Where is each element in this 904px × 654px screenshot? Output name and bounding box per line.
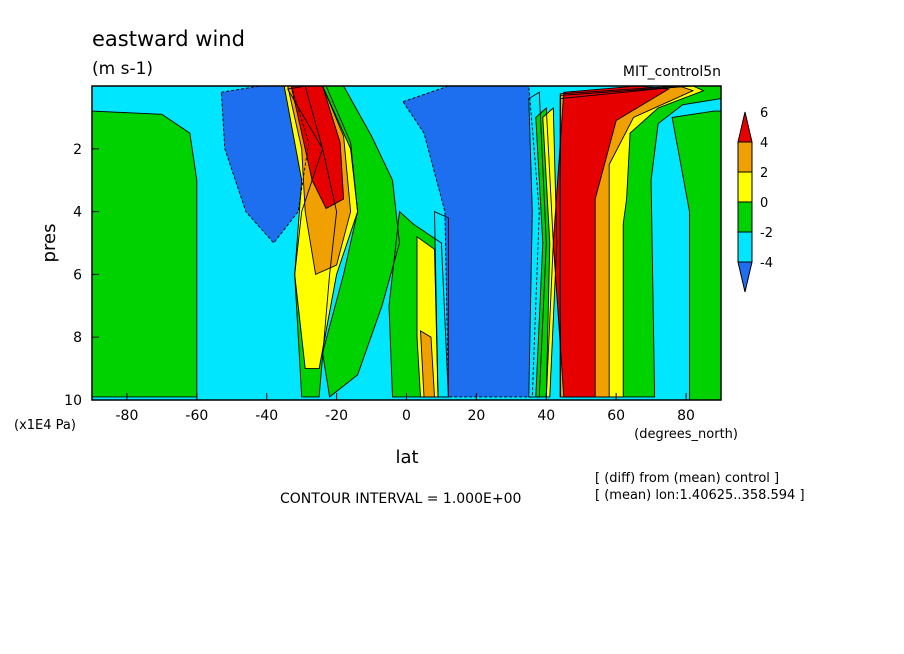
mean-note: [ (mean) lon:1.40625..358.594 ]	[595, 488, 805, 503]
x-tick-label: 20	[467, 408, 485, 424]
colorbar-label: 4	[760, 136, 768, 151]
contour-line-4	[283, 86, 359, 370]
colorbar-label: 2	[760, 166, 768, 181]
chart-title: eastward wind	[92, 27, 245, 51]
x-tick-label: 60	[607, 408, 625, 424]
plot-area	[92, 86, 721, 400]
x-tick-label: 80	[677, 408, 695, 424]
wind-region-2	[221, 86, 309, 243]
colorbar-swatch	[737, 201, 753, 233]
wind-region-7	[322, 86, 400, 397]
diff-note: [ (diff) from (mean) control ]	[595, 471, 779, 486]
contour-line-7	[322, 86, 400, 398]
wind-region-11	[434, 211, 449, 397]
colorbar-swatch	[737, 231, 753, 263]
colorbar-swatch	[737, 111, 753, 143]
run-label: MIT_control5n	[623, 64, 721, 80]
y-tick-label: 10	[64, 393, 82, 409]
x-axis-label: lat	[395, 447, 418, 468]
contour-interval-note: CONTOUR INTERVAL = 1.000E+00	[280, 491, 521, 507]
y-tick-label: 6	[73, 267, 82, 283]
colorbar-swatch	[737, 171, 753, 203]
y-axis: 2 4 6 8 10	[64, 142, 99, 409]
contour-line-2	[220, 86, 310, 244]
colorbar-label: 6	[760, 106, 768, 121]
colorbar-label: -2	[760, 226, 773, 241]
x-tick-label: 40	[537, 408, 555, 424]
colorbar-label: -4	[760, 256, 773, 271]
colorbar-swatch	[737, 141, 753, 173]
colorbar-swatch	[737, 261, 753, 293]
x-tick-label: 0	[402, 408, 411, 424]
x-tick-label: -40	[255, 408, 278, 424]
contour-line-6	[290, 86, 345, 210]
colorbar-label: 0	[760, 196, 768, 211]
y-axis-label: pres	[39, 224, 60, 263]
x-axis-units: (degrees_north)	[634, 427, 738, 442]
contour-line-0	[92, 110, 198, 398]
x-tick-label: -20	[325, 408, 348, 424]
x-axis: -80 -60 -40 -20 0 20 40 60 80	[116, 393, 695, 424]
contour-line-10	[420, 330, 435, 398]
contour-line-19	[552, 86, 671, 398]
contour-line-1	[671, 110, 721, 400]
x-tick-label: -60	[185, 408, 208, 424]
y-axis-units: (x1E4 Pa)	[14, 418, 76, 433]
y-tick-label: 8	[73, 330, 82, 346]
contour-line-11	[434, 210, 449, 398]
contour-lines	[92, 86, 721, 400]
contour-line-15	[542, 107, 558, 398]
x-tick-label: -80	[116, 408, 139, 424]
y-tick-label: 2	[73, 142, 82, 158]
y-tick-label: 4	[73, 205, 82, 221]
wind-region-0	[92, 111, 197, 397]
chart-units: (m s-1)	[92, 59, 153, 79]
wind-region-10	[420, 330, 435, 397]
wind-region-12	[403, 86, 540, 397]
colorbar: -4 -2 0 2 4 6	[737, 106, 773, 293]
wind-region-19	[553, 86, 669, 397]
contour-line-3	[286, 86, 338, 398]
